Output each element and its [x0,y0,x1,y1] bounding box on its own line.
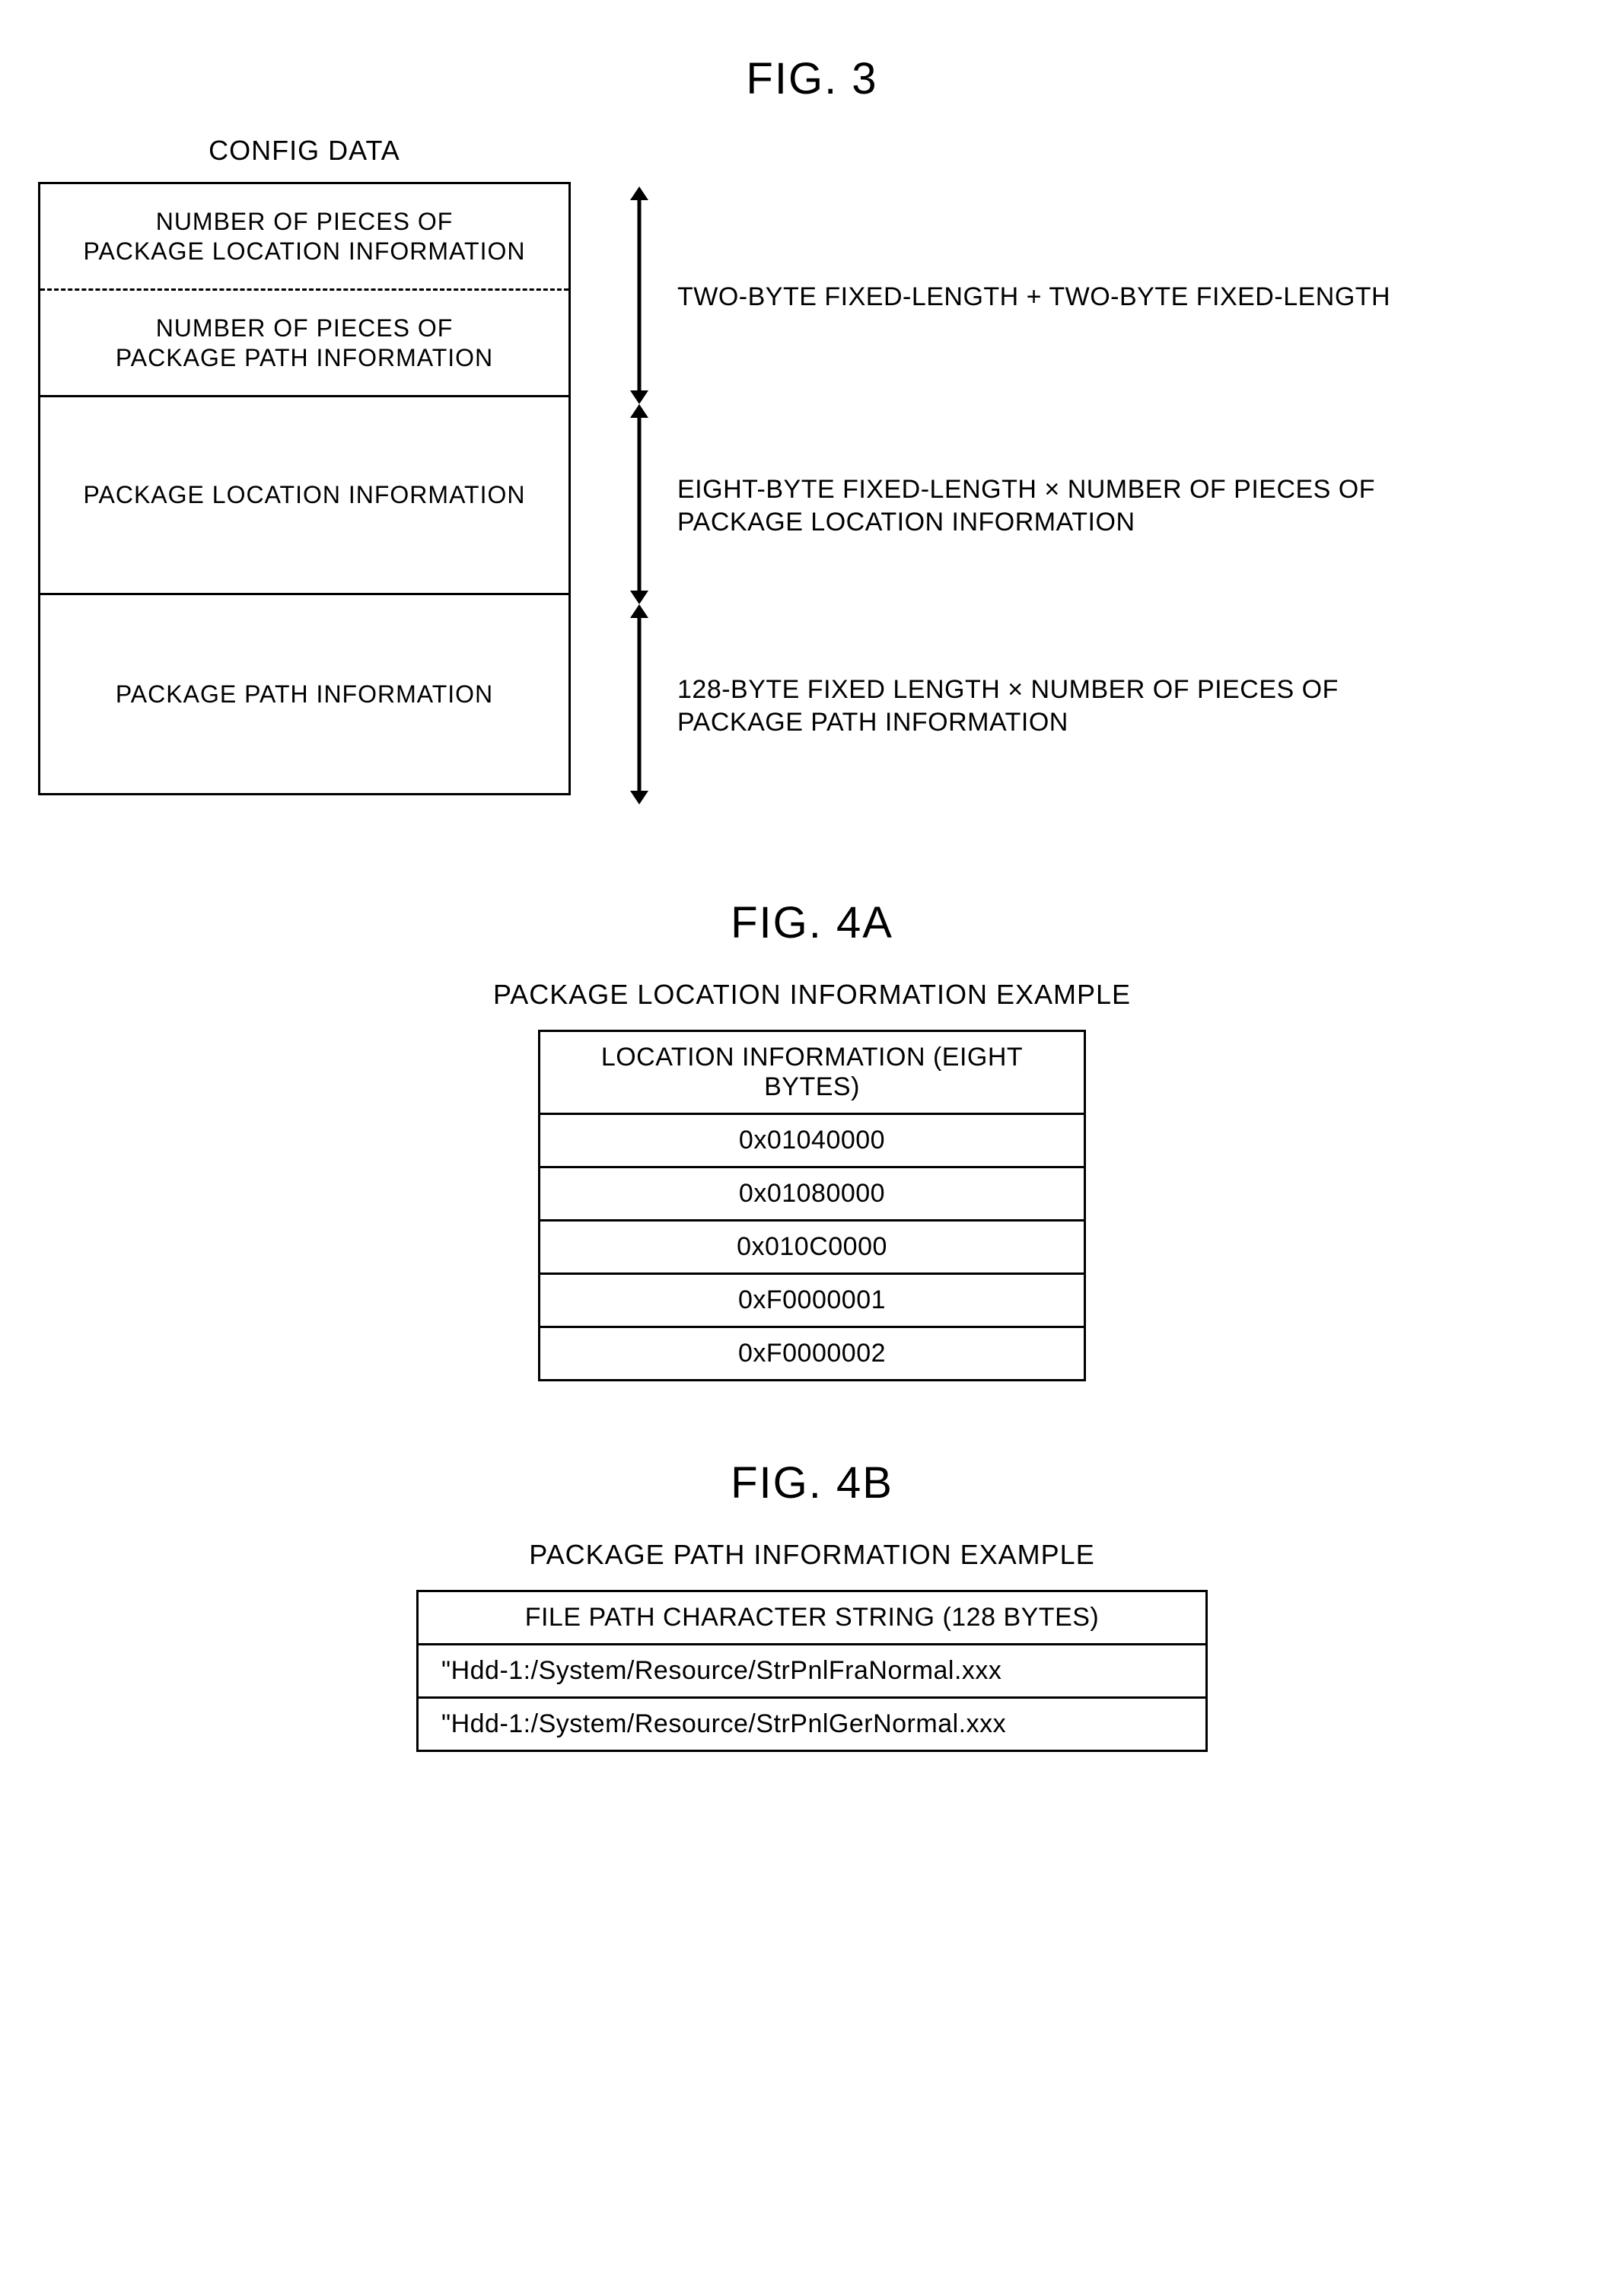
arrow-label-2: 128-BYTE FIXED LENGTH × NUMBER OF PIECES… [677,674,1339,738]
double-arrow-icon [624,604,654,808]
fig4a-row-0: 0x01040000 [540,1114,1085,1167]
arrow-block-1: EIGHT-BYTE FIXED-LENGTH × NUMBER OF PIEC… [624,406,1390,606]
fig3-title: FIG. 3 [38,53,1586,104]
double-arrow-icon [624,186,654,408]
fig4a-subtitle: PACKAGE LOCATION INFORMATION EXAMPLE [38,979,1586,1011]
config-data-label: CONFIG DATA [38,135,571,167]
config-box: NUMBER OF PIECES OFPACKAGE LOCATION INFO… [38,182,571,795]
config-cell-2: PACKAGE LOCATION INFORMATION [40,397,568,595]
config-cell-0: NUMBER OF PIECES OFPACKAGE LOCATION INFO… [40,184,568,291]
double-arrow-icon [624,404,654,608]
config-cell-3: PACKAGE PATH INFORMATION [40,595,568,793]
config-column: CONFIG DATA NUMBER OF PIECES OFPACKAGE L… [38,135,571,806]
fig4b-title: FIG. 4B [38,1457,1586,1508]
fig4a-row-1: 0x01080000 [540,1167,1085,1221]
fig4a-title: FIG. 4A [38,897,1586,948]
fig4a-header: LOCATION INFORMATION (EIGHT BYTES) [540,1031,1085,1114]
config-cell-1: NUMBER OF PIECES OFPACKAGE PATH INFORMAT… [40,291,568,397]
fig4b-row-0: "Hdd-1:/System/Resource/StrPnlFraNormal.… [418,1645,1207,1698]
fig4a-row-3: 0xF0000001 [540,1274,1085,1327]
fig4b-table: FILE PATH CHARACTER STRING (128 BYTES)"H… [416,1590,1208,1752]
fig4a-row-4: 0xF0000002 [540,1327,1085,1381]
arrow-block-0: TWO-BYTE FIXED-LENGTH + TWO-BYTE FIXED-L… [624,188,1390,406]
fig4a-row-2: 0x010C0000 [540,1221,1085,1274]
fig3-container: CONFIG DATA NUMBER OF PIECES OFPACKAGE L… [38,135,1586,806]
fig4b-subtitle: PACKAGE PATH INFORMATION EXAMPLE [38,1539,1586,1571]
fig4b-header: FILE PATH CHARACTER STRING (128 BYTES) [418,1591,1207,1645]
arrow-block-2: 128-BYTE FIXED LENGTH × NUMBER OF PIECES… [624,606,1390,806]
arrow-label-1: EIGHT-BYTE FIXED-LENGTH × NUMBER OF PIEC… [677,473,1375,538]
arrow-column: TWO-BYTE FIXED-LENGTH + TWO-BYTE FIXED-L… [624,188,1390,806]
fig4a-table: LOCATION INFORMATION (EIGHT BYTES)0x0104… [538,1030,1086,1381]
fig4b-row-1: "Hdd-1:/System/Resource/StrPnlGerNormal.… [418,1698,1207,1751]
arrow-label-0: TWO-BYTE FIXED-LENGTH + TWO-BYTE FIXED-L… [677,281,1390,314]
